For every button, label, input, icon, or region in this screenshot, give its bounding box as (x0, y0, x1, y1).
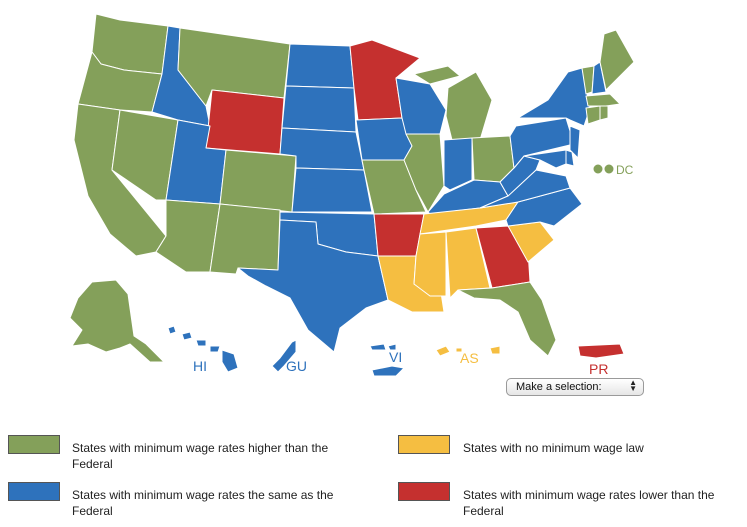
state-ri[interactable] (599, 105, 609, 121)
state-ks[interactable] (291, 167, 373, 213)
state-ct[interactable] (585, 105, 601, 125)
legend-label-higher: States with minimum wage rates higher th… (72, 441, 329, 471)
state-ma[interactable] (585, 93, 621, 107)
vi-label: VI (389, 349, 402, 365)
as-label: AS (460, 350, 479, 366)
state-dc[interactable] (592, 163, 604, 175)
state-az[interactable] (155, 199, 221, 273)
legend-label-none: States with no minimum wage law (463, 441, 644, 455)
legend-swatch-higher (8, 435, 60, 454)
state-md[interactable] (523, 149, 567, 169)
state-selector-dropdown[interactable]: Make a selection: ▲ ▼ (506, 378, 644, 396)
state-ar[interactable] (373, 213, 425, 257)
state-nm[interactable] (209, 203, 281, 275)
dc-label: DC (616, 163, 634, 177)
state-dc-marker[interactable] (603, 163, 615, 175)
selector-label: Make a selection: (516, 381, 602, 393)
legend-label-same: States with minimum wage rates the same … (72, 488, 334, 518)
state-il[interactable] (403, 133, 445, 213)
legend-swatch-same (8, 482, 60, 501)
state-tx[interactable] (237, 219, 389, 353)
state-nd[interactable] (285, 43, 355, 89)
state-ms[interactable] (413, 231, 447, 297)
state-fl[interactable] (457, 281, 557, 357)
state-me[interactable] (599, 29, 635, 91)
legend-swatch-lower (398, 482, 450, 501)
legend-label-lower: States with minimum wage rates lower tha… (463, 488, 715, 518)
state-wi[interactable] (395, 77, 447, 135)
legend-swatch-none (398, 435, 450, 454)
hi-label: HI (193, 358, 207, 374)
state-ny[interactable] (517, 67, 591, 127)
state-sd[interactable] (281, 85, 357, 133)
state-hi[interactable] (167, 325, 239, 373)
gu-label: GU (286, 358, 307, 374)
state-pr[interactable] (577, 343, 625, 359)
state-ak[interactable] (69, 279, 165, 363)
chevron-updown-icon: ▲ ▼ (629, 378, 637, 393)
state-gu[interactable] (271, 339, 297, 373)
state-in[interactable] (443, 137, 473, 191)
state-wy[interactable] (205, 89, 285, 155)
state-as[interactable] (435, 345, 501, 357)
pr-label: PR (589, 361, 608, 377)
state-vi[interactable] (369, 343, 405, 377)
state-nv[interactable] (111, 109, 179, 201)
state-nj[interactable] (569, 125, 581, 159)
us-minimum-wage-map: DC HI GU VI AS PR (69, 13, 635, 377)
state-nh[interactable] (591, 61, 607, 95)
state-co[interactable] (219, 149, 297, 213)
